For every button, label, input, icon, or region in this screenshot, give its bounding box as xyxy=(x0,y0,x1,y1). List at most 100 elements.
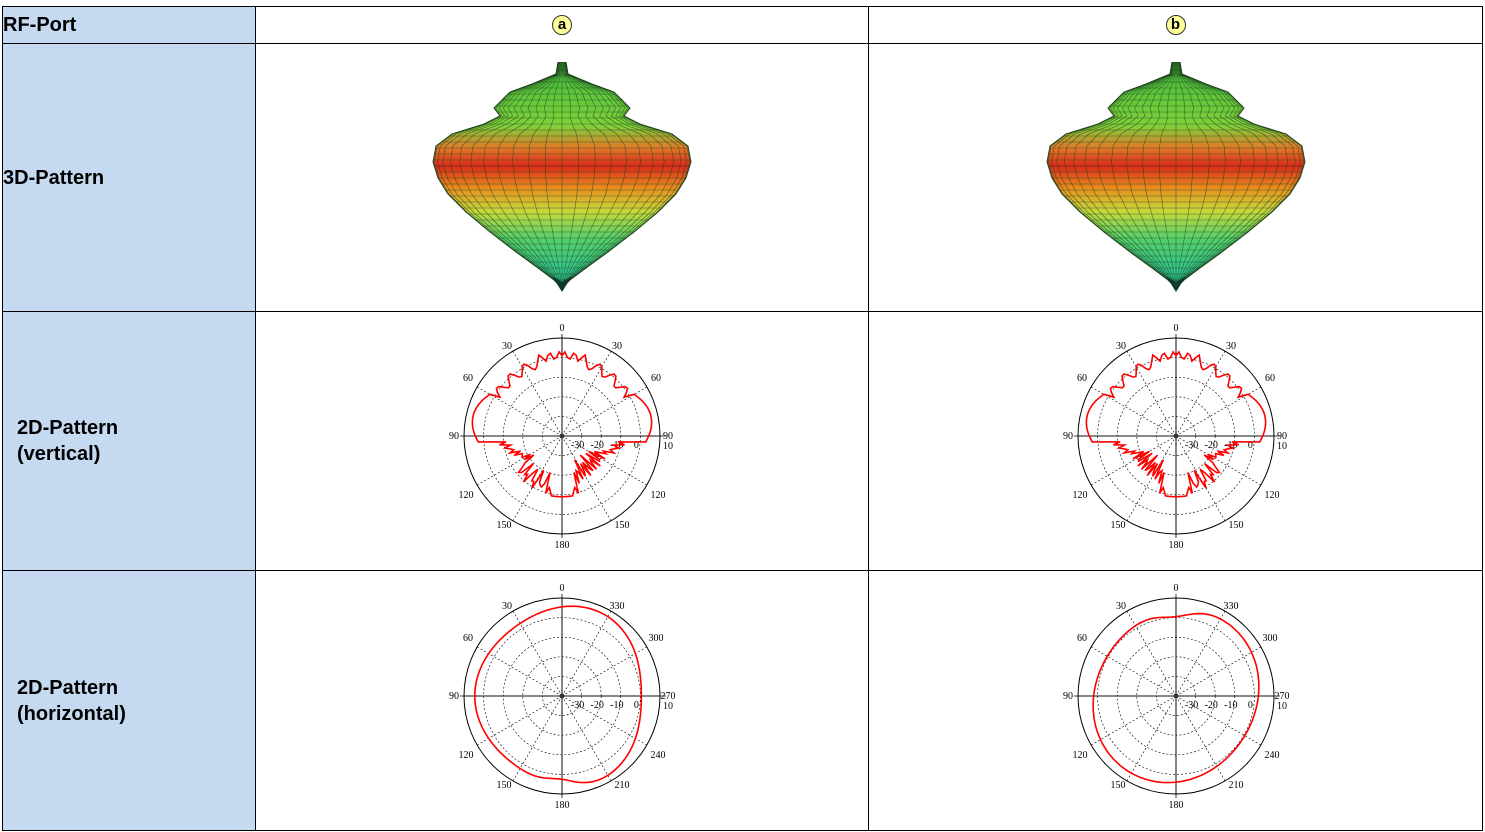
polar-angle-label: 120 xyxy=(1072,750,1087,761)
polar-radial-label: 10 xyxy=(663,441,673,452)
polar-angle-label: 300 xyxy=(1262,633,1277,644)
polar-angle-label: 120 xyxy=(459,750,474,761)
polar-angle-label: 270 xyxy=(1274,691,1289,702)
polar-spoke xyxy=(476,695,563,745)
polar-radial-label: -30 xyxy=(1184,700,1197,711)
polar-center-dot xyxy=(1173,433,1178,439)
polar-spoke xyxy=(1126,435,1176,522)
pattern-2d-horizontal-line1: 2D-Pattern xyxy=(17,676,119,699)
polar-radial-label: 10 xyxy=(1277,441,1287,452)
polar-angle-label: 90 xyxy=(449,691,459,702)
polar-radial-label: -20 xyxy=(1204,700,1217,711)
pattern-3d-image-a xyxy=(432,61,692,292)
polar-angle-label: 150 xyxy=(1110,780,1125,791)
pattern-2d-vertical-label: 2D-Pattern (vertical) xyxy=(2,311,256,571)
pattern-2d-vertical-line1: 2D-Pattern xyxy=(17,417,119,439)
polar-trace xyxy=(1085,350,1266,498)
polar-angle-label: 90 xyxy=(1063,431,1073,442)
polar-angle-label: 90 xyxy=(1277,431,1287,442)
polar-angle-label: 120 xyxy=(651,490,666,501)
polar-spoke xyxy=(1175,610,1225,696)
polar-angle-label: 150 xyxy=(497,520,512,531)
polar-angle-label: 60 xyxy=(651,373,661,384)
polar-spoke xyxy=(512,610,563,696)
polar-spoke xyxy=(1175,646,1261,696)
polar-angle-label: 30 xyxy=(612,341,622,352)
polar-angle-label: 240 xyxy=(1264,750,1279,761)
polar-angle-label: 60 xyxy=(463,373,473,384)
polar-angle-label: 210 xyxy=(1228,780,1243,791)
port-b-badge: b xyxy=(1165,15,1186,35)
polar-radial-label: -20 xyxy=(591,700,604,711)
polar-center-dot xyxy=(559,433,565,439)
polar-spoke xyxy=(476,435,563,486)
polar-angle-label: 330 xyxy=(1223,601,1238,612)
polar-angle-label: 270 xyxy=(661,691,676,702)
polar-angle-label: 150 xyxy=(1228,520,1243,531)
polar-spoke xyxy=(561,646,648,696)
polar-spoke xyxy=(1175,435,1261,486)
polar-angle-label: 60 xyxy=(463,633,473,644)
polar-spoke xyxy=(561,610,612,696)
polar-radial-label: -30 xyxy=(571,440,584,451)
polar-angle-label: 30 xyxy=(1116,601,1126,612)
polar-radial-label: 0 xyxy=(634,700,639,711)
polar-spoke xyxy=(1175,695,1261,745)
polar-angle-label: 120 xyxy=(1072,490,1087,501)
polar-radial-label: -30 xyxy=(571,700,584,711)
antenna-spec-table: RF-Port a b 3D-Pattern 2D-Pattern (verti… xyxy=(2,6,1483,831)
polar-angle-label: 30 xyxy=(502,601,512,612)
pattern-2d-horizontal-label: 2D-Pattern (horizontal) xyxy=(2,570,256,831)
polar-angle-label: 30 xyxy=(1226,341,1236,352)
polar-spoke xyxy=(561,695,648,745)
polar-angle-label: 150 xyxy=(497,780,512,791)
polar-angle-label: 330 xyxy=(610,601,625,612)
polar-angle-label: 60 xyxy=(1077,633,1087,644)
polar-angle-label: 300 xyxy=(649,633,664,644)
polar-radial-label: -30 xyxy=(1184,440,1197,451)
polar-angle-label: 180 xyxy=(555,540,570,551)
polar-radial-label: 10 xyxy=(1277,701,1287,712)
port-a-badge: a xyxy=(552,15,572,35)
polar-spoke xyxy=(1090,695,1176,745)
polar-angle-label: 120 xyxy=(459,490,474,501)
polar-angle-label: 90 xyxy=(449,431,459,442)
polar-angle-label: 0 xyxy=(1173,323,1178,334)
pattern-2d-vertical-line2: (vertical) xyxy=(17,443,101,465)
polar-angle-label: 150 xyxy=(615,520,630,531)
polar-spoke xyxy=(476,646,563,696)
polar-horizontal-a: 0 30 330 60 300 90 270 120 240 150 210 180 -30 -20 -10… xyxy=(449,583,676,811)
polar-spoke xyxy=(512,695,563,781)
polar-angle-label: 60 xyxy=(1077,373,1087,384)
polar-angle-label: 180 xyxy=(1168,800,1183,811)
polar-trace xyxy=(471,350,653,498)
polar-angle-label: 240 xyxy=(651,750,666,761)
polar-horizontal-b: 0 30 330 60 300 90 270 120 240 150 210 180 -30 -20 -10… xyxy=(1063,583,1290,811)
polar-radial-label: -20 xyxy=(591,440,604,451)
polar-angle-label: 90 xyxy=(663,431,673,442)
pattern-3d-tip xyxy=(1165,275,1186,292)
polar-radial-label: -10 xyxy=(610,700,623,711)
polar-trace xyxy=(1091,612,1260,783)
polar-spoke xyxy=(561,695,612,781)
polar-spoke xyxy=(1090,435,1176,486)
polar-radial-label: 0 xyxy=(1247,700,1252,711)
polar-angle-label: 120 xyxy=(1264,490,1279,501)
polar-angle-label: 0 xyxy=(1173,583,1178,594)
polar-angle-label: 150 xyxy=(1110,520,1125,531)
pattern-3d-label: 3D-Pattern xyxy=(2,43,256,312)
polar-spoke xyxy=(1090,646,1176,696)
pattern-2d-horizontal-line2: (horizontal) xyxy=(17,702,126,725)
polar-spoke xyxy=(512,350,563,437)
polar-spoke xyxy=(1175,350,1225,437)
polar-angle-label: 180 xyxy=(1168,540,1183,551)
polar-spoke xyxy=(1126,695,1176,781)
polar-center-dot xyxy=(559,693,565,698)
polar-radial-label: -20 xyxy=(1204,440,1217,451)
polar-angle-label: 30 xyxy=(1116,341,1126,352)
polar-spoke xyxy=(1126,350,1176,437)
pattern-3d-image-b xyxy=(1045,61,1306,292)
polar-angle-label: 60 xyxy=(1265,373,1275,384)
